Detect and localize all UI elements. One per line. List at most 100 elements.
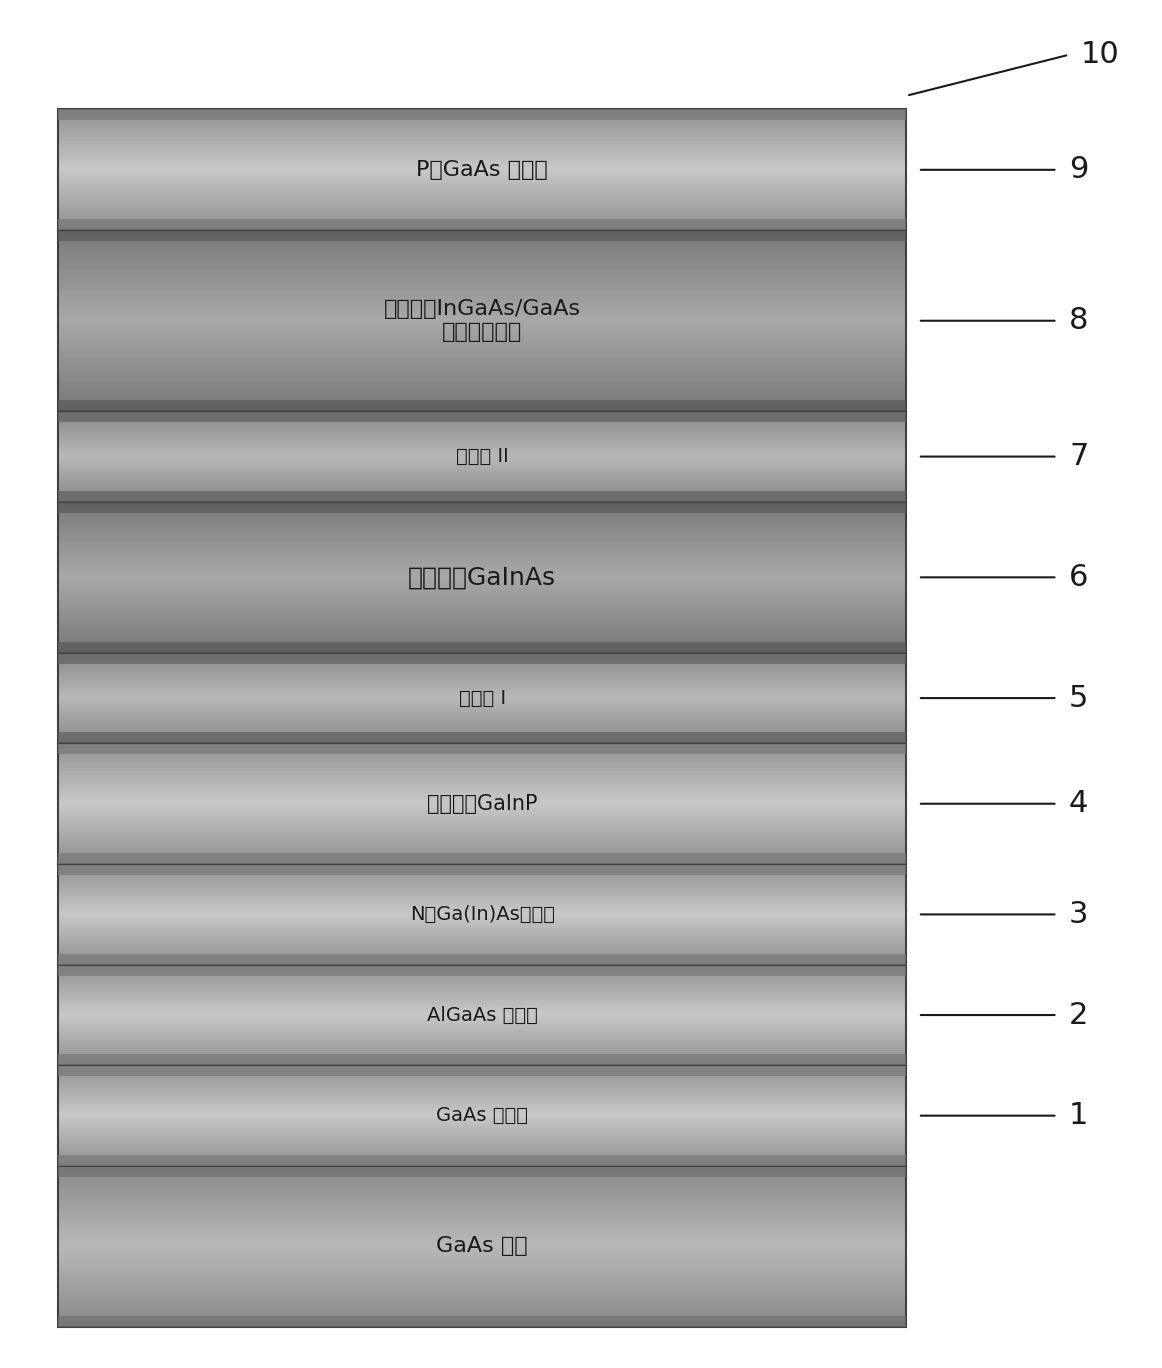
Bar — [58, 335, 906, 339]
Bar — [58, 680, 906, 683]
Bar — [58, 293, 906, 295]
Bar — [58, 1176, 906, 1181]
Bar — [58, 186, 906, 189]
Bar — [58, 859, 906, 863]
Bar — [58, 114, 906, 118]
Bar — [58, 936, 906, 938]
Bar — [58, 702, 906, 703]
Bar — [58, 108, 906, 111]
Bar — [58, 721, 906, 722]
Bar — [58, 1044, 906, 1047]
Bar — [58, 109, 906, 112]
Bar — [58, 1073, 906, 1075]
Bar — [58, 1157, 906, 1160]
Bar — [58, 561, 906, 564]
Bar — [58, 1186, 906, 1190]
Bar — [58, 943, 906, 944]
Bar — [58, 938, 906, 941]
Bar — [58, 170, 906, 172]
Bar — [58, 223, 906, 226]
Bar — [58, 565, 906, 568]
Bar — [58, 230, 906, 412]
Bar — [58, 646, 906, 648]
Bar — [58, 483, 906, 486]
Bar — [58, 1153, 906, 1156]
Bar — [58, 795, 906, 798]
Bar — [58, 142, 906, 145]
Bar — [58, 1149, 906, 1152]
Bar — [58, 514, 906, 517]
Bar — [58, 990, 906, 993]
Bar — [58, 294, 906, 298]
Bar — [58, 505, 906, 508]
Bar — [58, 551, 906, 554]
Bar — [58, 544, 906, 547]
Bar — [58, 1297, 906, 1301]
Bar — [58, 1201, 906, 1204]
Bar — [58, 696, 906, 699]
Bar — [58, 166, 906, 168]
Bar — [58, 146, 906, 149]
Bar — [58, 1215, 906, 1219]
Bar — [58, 572, 906, 576]
Bar — [58, 602, 906, 606]
Bar — [58, 482, 906, 484]
Bar — [58, 311, 906, 313]
Bar — [58, 1049, 906, 1052]
Text: 10: 10 — [1081, 40, 1119, 70]
Bar — [58, 1079, 906, 1082]
Bar — [58, 1042, 906, 1045]
Bar — [58, 1218, 906, 1220]
Bar — [58, 674, 906, 677]
Bar — [58, 300, 906, 302]
Bar — [58, 1301, 906, 1305]
Bar — [58, 1078, 906, 1081]
Bar — [58, 175, 906, 178]
Bar — [58, 702, 906, 705]
Bar — [58, 401, 906, 405]
Bar — [58, 715, 906, 718]
Bar — [58, 457, 906, 458]
Bar — [58, 486, 906, 488]
Bar — [58, 881, 906, 884]
Bar — [58, 212, 906, 215]
Bar — [58, 676, 906, 679]
Bar — [58, 398, 906, 402]
Bar — [58, 921, 906, 923]
Bar — [58, 902, 906, 904]
Bar — [58, 944, 906, 947]
Bar — [58, 369, 906, 373]
Bar — [58, 416, 906, 419]
Bar — [58, 784, 906, 787]
Bar — [58, 219, 906, 222]
Bar — [58, 560, 906, 562]
Bar — [58, 352, 906, 354]
Bar — [58, 755, 906, 758]
Bar — [58, 1029, 906, 1031]
Bar — [58, 1287, 906, 1291]
Bar — [58, 736, 906, 739]
Bar — [58, 120, 906, 123]
Bar — [58, 562, 906, 566]
Bar — [58, 209, 906, 212]
Bar — [58, 695, 906, 698]
Bar — [58, 631, 906, 633]
Bar — [58, 970, 906, 973]
Bar — [58, 695, 906, 696]
Bar — [58, 1030, 906, 1033]
Bar — [58, 428, 906, 431]
Bar — [58, 1060, 906, 1063]
Bar — [58, 458, 906, 461]
Bar — [58, 1202, 906, 1207]
Bar — [58, 871, 906, 874]
Bar — [58, 1068, 906, 1070]
Bar — [58, 1014, 906, 1016]
Bar — [58, 778, 906, 781]
Bar — [58, 476, 906, 477]
Bar — [58, 836, 906, 839]
Bar — [58, 460, 906, 462]
Text: GaAs 缓冲层: GaAs 缓冲层 — [436, 1107, 529, 1124]
Bar — [58, 380, 906, 384]
Bar — [58, 865, 906, 964]
Bar — [58, 692, 906, 695]
